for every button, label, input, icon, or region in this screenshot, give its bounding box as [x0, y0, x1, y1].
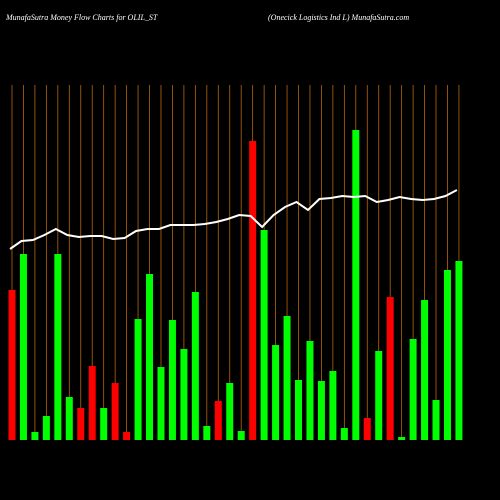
- bar: [77, 408, 85, 440]
- bar: [363, 418, 371, 440]
- bar: [352, 130, 360, 440]
- bar: [100, 408, 108, 440]
- bar: [432, 400, 440, 440]
- bar: [88, 366, 96, 440]
- bar: [31, 432, 39, 440]
- bar: [329, 371, 337, 440]
- bar: [134, 319, 142, 440]
- bar: [283, 316, 291, 440]
- bar: [306, 341, 314, 440]
- bar: [226, 383, 234, 440]
- bar: [317, 381, 325, 440]
- bar: [111, 383, 119, 440]
- bar: [146, 274, 154, 440]
- bar: [249, 141, 257, 440]
- bar: [237, 431, 245, 440]
- bar: [421, 300, 429, 440]
- bar: [157, 367, 165, 440]
- bar: [19, 254, 27, 440]
- bar: [180, 349, 188, 440]
- bar: [8, 290, 16, 440]
- bar: [260, 230, 268, 440]
- bar: [443, 270, 451, 440]
- price-line: [9, 189, 458, 250]
- bar: [65, 397, 73, 440]
- bar: [295, 380, 302, 440]
- bar: [54, 254, 62, 440]
- bar: [203, 426, 211, 440]
- bar: [386, 297, 394, 440]
- bar: [409, 339, 417, 440]
- bar: [272, 345, 280, 440]
- bar: [191, 292, 199, 440]
- bar: [123, 432, 131, 440]
- chart-title: MunafaSutra Money Flow Charts for OLIL_S…: [5, 13, 158, 22]
- bar: [168, 320, 176, 440]
- bar: [214, 401, 222, 440]
- bar: [42, 416, 50, 440]
- bar: [375, 351, 383, 440]
- chart-subtitle: (Onecick Logistics Ind L) MunafaSutra.co…: [268, 13, 409, 22]
- bar: [455, 261, 463, 440]
- bar: [340, 428, 348, 440]
- bar: [398, 437, 406, 440]
